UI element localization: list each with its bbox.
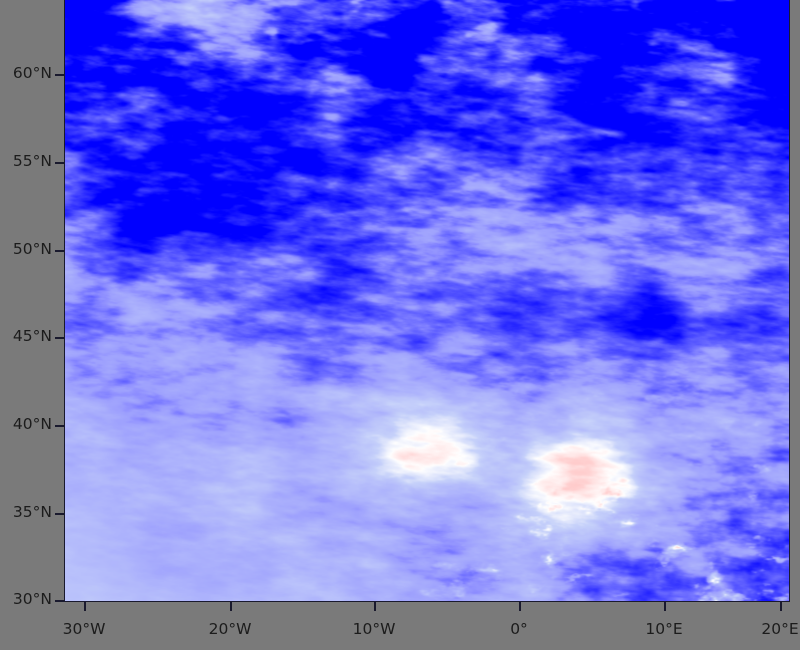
- tick-longitude-0: [519, 602, 521, 611]
- tick-latitude-30: [55, 600, 64, 602]
- tick-label-latitude-55: 55°N: [12, 152, 52, 170]
- tick-longitude-10w: [374, 602, 376, 611]
- tick-label-latitude-60: 60°N: [12, 64, 52, 82]
- tick-label-latitude-35: 35°N: [12, 503, 52, 521]
- tick-latitude-60: [55, 74, 64, 76]
- tick-label-longitude-10w: 10°W: [352, 620, 396, 638]
- tick-longitude-20w: [230, 602, 232, 611]
- tick-latitude-45: [55, 337, 64, 339]
- tick-longitude-30w: [84, 602, 86, 611]
- tick-label-latitude-30: 30°N: [12, 590, 52, 608]
- tick-label-longitude-30w: 30°W: [62, 620, 106, 638]
- heatmap-canvas: [65, 0, 789, 601]
- tick-label-longitude-20w: 20°W: [208, 620, 252, 638]
- tick-label-longitude-0: 0°: [510, 620, 528, 638]
- tick-latitude-55: [55, 162, 64, 164]
- map-plot-area[interactable]: [64, 0, 790, 602]
- tick-latitude-50: [55, 250, 64, 252]
- tick-longitude-10e: [664, 602, 666, 611]
- tick-latitude-35: [55, 513, 64, 515]
- tick-label-longitude-20e: 20°E: [761, 620, 799, 638]
- tick-latitude-40: [55, 425, 64, 427]
- tick-label-latitude-50: 50°N: [12, 240, 52, 258]
- tick-label-latitude-40: 40°N: [12, 415, 52, 433]
- tick-label-latitude-45: 45°N: [12, 327, 52, 345]
- tick-label-longitude-10e: 10°E: [645, 620, 683, 638]
- tick-longitude-20e: [780, 602, 782, 611]
